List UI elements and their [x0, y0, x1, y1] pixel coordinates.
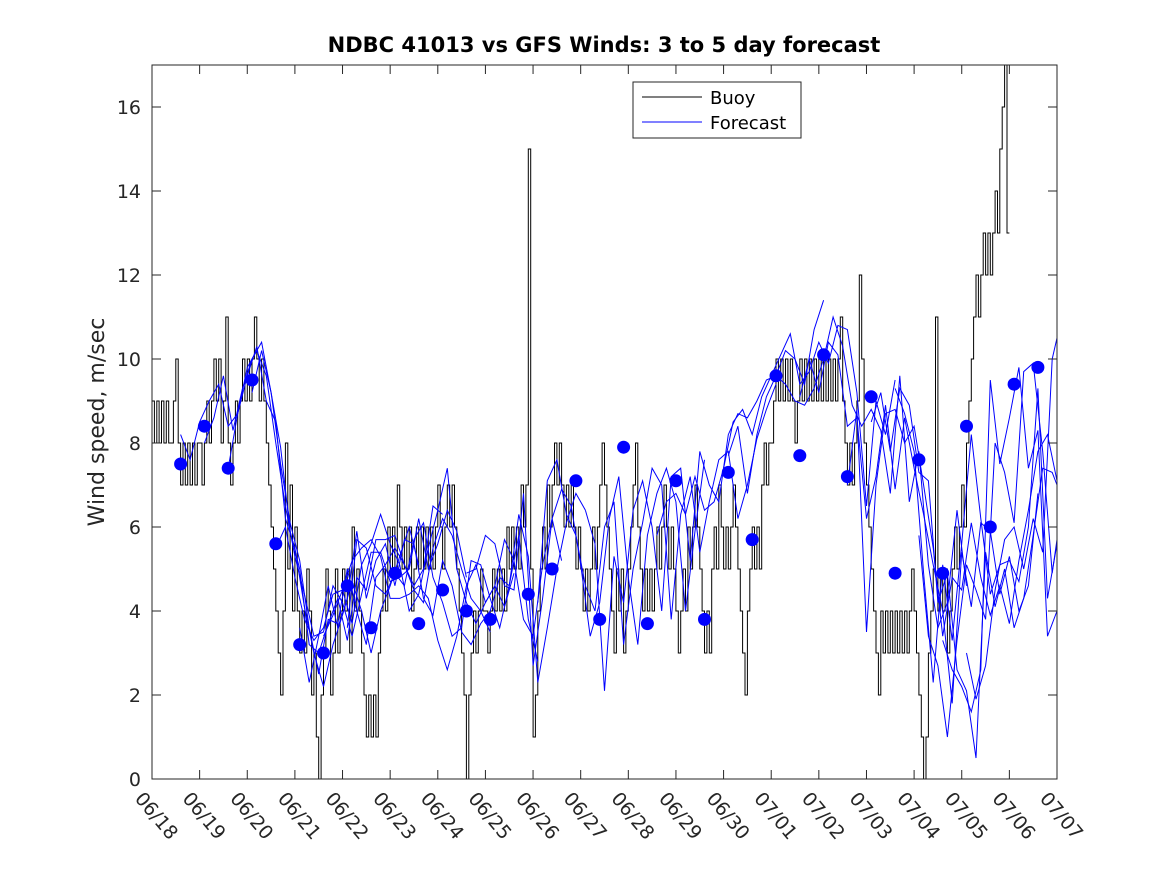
forecast-marker-34	[983, 520, 997, 534]
x-tick-label: 07/06	[988, 788, 1040, 844]
y-tick-label: 4	[129, 601, 141, 623]
forecast-marker-36	[1031, 360, 1045, 374]
x-tick-label: 07/05	[940, 788, 992, 844]
forecast-marker-11	[412, 617, 426, 631]
x-tick-label: 07/01	[749, 788, 801, 844]
forecast-series-line-3	[227, 349, 467, 637]
forecast-series-line-15	[846, 408, 1057, 637]
forecast-marker-13	[459, 604, 473, 618]
y-axis-title: Wind speed, m/sec	[85, 318, 110, 527]
x-tick-label: 06/21	[273, 788, 325, 844]
forecast-marker-29	[864, 390, 878, 404]
forecast-marker-33	[960, 419, 973, 433]
forecast-series-line-12	[656, 324, 896, 536]
x-axis: 06/1806/1906/2006/2106/2206/2306/2406/25…	[130, 65, 1087, 844]
forecast-marker-2	[197, 419, 211, 433]
forecast-marker-16	[545, 562, 559, 576]
forecast-marker-8	[340, 579, 354, 593]
forecast-marker-21	[669, 474, 683, 488]
x-tick-label: 06/25	[464, 788, 516, 844]
forecast-marker-35	[1007, 377, 1021, 391]
x-tick-label: 07/07	[1035, 788, 1087, 844]
forecast-marker-10	[388, 566, 402, 580]
forecast-series-line-2	[203, 340, 443, 675]
forecast-series-line-4	[251, 350, 491, 654]
series-layer	[152, 65, 1057, 779]
forecast-series-line-6	[299, 531, 539, 683]
y-tick-label: 2	[129, 685, 141, 707]
legend-box	[632, 81, 802, 139]
x-tick-label: 06/20	[225, 788, 277, 844]
x-tick-label: 07/04	[892, 788, 944, 844]
forecast-series-line-13	[727, 315, 967, 630]
forecast-marker-24	[745, 533, 759, 547]
y-tick-label: 0	[129, 769, 141, 791]
forecast-marker-12	[436, 583, 450, 597]
legend: Buoy Forecast	[632, 81, 802, 139]
forecast-series-line-8	[346, 492, 586, 683]
x-tick-label: 07/03	[845, 788, 897, 844]
x-tick-label: 06/30	[702, 788, 754, 844]
x-tick-label: 06/19	[178, 788, 230, 844]
x-tick-label: 07/02	[797, 788, 849, 844]
legend-buoy-label: Buoy	[710, 88, 756, 109]
x-tick-label: 06/23	[368, 788, 420, 844]
x-tick-label: 06/26	[511, 788, 563, 844]
x-tick-label: 06/29	[654, 788, 706, 844]
forecast-marker-23	[721, 465, 735, 479]
forecast-marker-22	[698, 612, 711, 626]
forecast-series-line-11	[584, 300, 825, 691]
forecast-marker-14	[483, 612, 497, 626]
y-tick-label: 12	[117, 265, 141, 287]
forecast-marker-1	[174, 457, 188, 471]
forecast-series-line-16	[870, 386, 1057, 759]
x-tick-label: 06/22	[321, 788, 373, 844]
forecast-marker-31	[912, 453, 926, 467]
buoy-series-line	[152, 65, 1010, 779]
forecast-series-line-9	[466, 459, 705, 666]
marker-layer	[174, 348, 1045, 660]
y-tick-label: 16	[117, 97, 141, 119]
forecast-marker-17	[569, 474, 583, 488]
x-tick-label: 06/24	[416, 788, 468, 844]
forecast-marker-26	[793, 449, 807, 463]
forecast-series-line-17	[894, 388, 1057, 683]
forecast-series-line-19	[942, 367, 1057, 714]
forecast-series-line-10	[537, 384, 777, 645]
forecast-marker-7	[317, 646, 330, 660]
forecast-marker-28	[840, 470, 854, 484]
forecast-marker-9	[364, 621, 378, 635]
forecast-marker-18	[593, 612, 607, 626]
y-tick-label: 10	[117, 349, 141, 371]
y-tick-label: 8	[129, 433, 141, 455]
x-tick-label: 06/27	[559, 788, 611, 844]
y-tick-label: 14	[117, 181, 141, 203]
forecast-series-line-5	[275, 468, 515, 642]
forecast-series-line-7	[323, 518, 563, 672]
forecast-marker-30	[888, 566, 902, 580]
forecast-marker-25	[769, 369, 783, 383]
forecast-marker-32	[936, 566, 950, 580]
forecast-series-line-14	[799, 340, 1039, 704]
forecast-marker-6	[293, 638, 307, 652]
forecast-marker-4	[245, 373, 259, 387]
plot-area-frame	[151, 64, 1058, 780]
forecast-marker-27	[817, 348, 831, 362]
y-tick-label: 6	[129, 517, 141, 539]
chart-title: NDBC 41013 vs GFS Winds: 3 to 5 day fore…	[328, 33, 881, 57]
legend-forecast-label: Forecast	[710, 113, 786, 134]
forecast-marker-15	[521, 587, 535, 601]
forecast-marker-3	[221, 461, 235, 475]
forecast-marker-5	[269, 537, 283, 551]
x-tick-label: 06/18	[130, 788, 182, 844]
forecast-marker-19	[617, 440, 631, 454]
forecast-series-line-20	[966, 337, 1057, 700]
forecast-marker-20	[640, 617, 654, 631]
y-axis: 0 2 4 6 8 10 12 14 16	[117, 97, 1057, 791]
x-tick-label: 06/28	[606, 788, 658, 844]
